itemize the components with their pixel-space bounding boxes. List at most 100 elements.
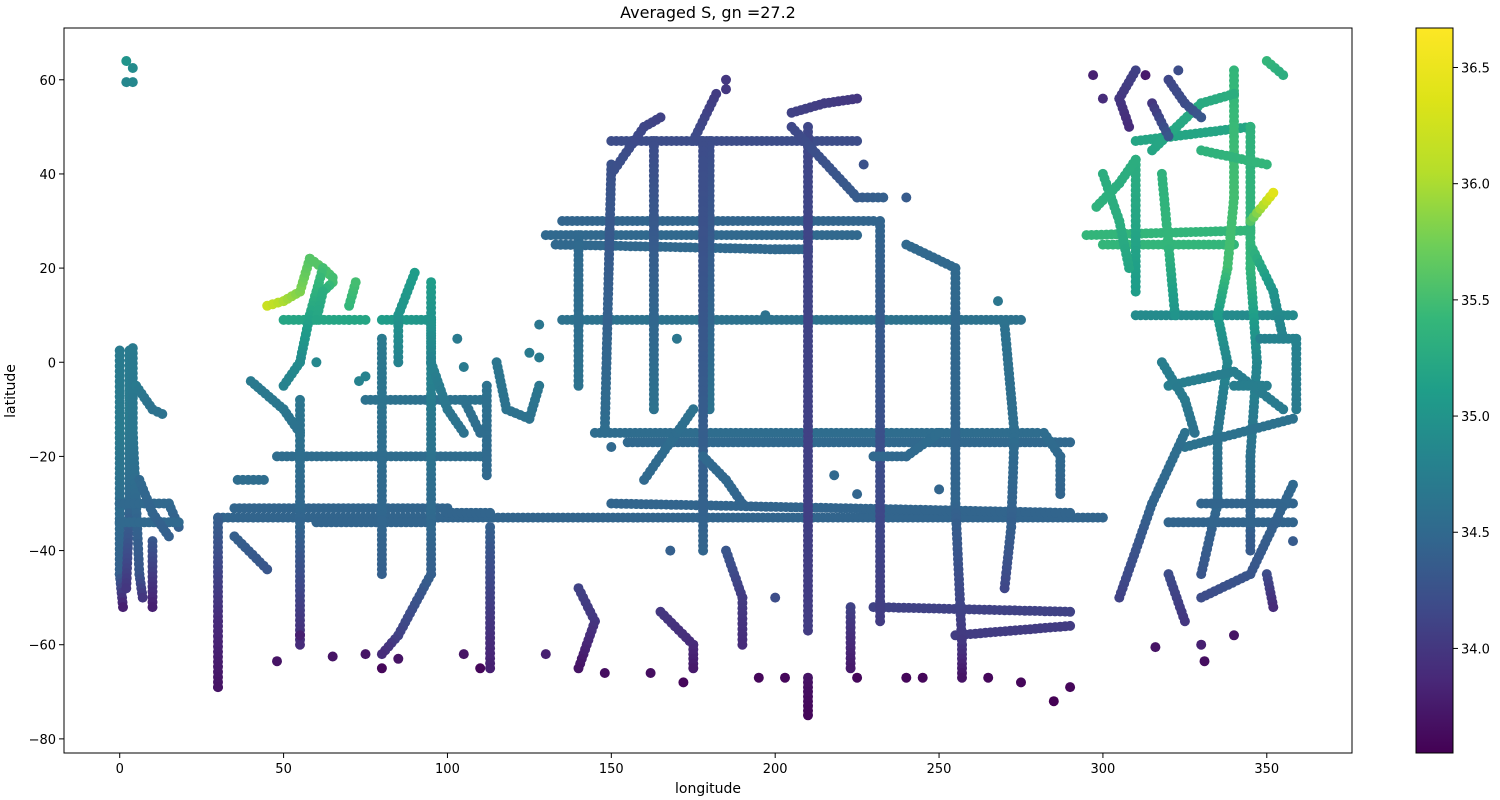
data-point [648, 404, 659, 415]
data-point [354, 376, 364, 387]
data-point [376, 649, 387, 660]
data-point [1173, 65, 1184, 76]
data-point [458, 649, 469, 660]
data-point [121, 56, 132, 66]
data-point [852, 230, 863, 241]
y-tick-label: 0 [48, 356, 56, 371]
colorbar-tick-label: 34.5 [1461, 526, 1490, 541]
data-point [458, 427, 469, 438]
data-point [1055, 489, 1066, 500]
data-point [540, 649, 551, 660]
data-point [524, 347, 535, 358]
data-point [137, 592, 148, 603]
data-point [458, 362, 469, 372]
data-point [360, 314, 371, 325]
data-point [118, 602, 128, 613]
data-point [1088, 70, 1099, 81]
data-point [1016, 314, 1026, 325]
data-point [737, 498, 748, 509]
data-point [1065, 606, 1076, 617]
data-point [1130, 286, 1141, 297]
data-point [127, 77, 138, 88]
data-point [1065, 507, 1076, 518]
x-tick-label: 350 [1254, 762, 1279, 777]
data-point [852, 136, 863, 146]
data-point [1291, 404, 1302, 415]
y-tick-label: −60 [29, 639, 56, 654]
data-point [295, 639, 305, 650]
data-point [999, 583, 1010, 594]
x-axis-label: longitude [675, 781, 741, 797]
chart-title: Averaged S, gn =27.2 [620, 3, 796, 22]
x-tick-label: 200 [763, 762, 788, 777]
data-point [213, 682, 223, 693]
x-tick-label: 250 [927, 762, 952, 777]
data-point [845, 663, 856, 674]
data-point [1124, 263, 1135, 274]
data-point [803, 625, 813, 636]
data-point [1065, 682, 1076, 693]
data-point [852, 672, 863, 683]
data-point [376, 663, 387, 674]
data-point [1196, 569, 1207, 580]
y-tick-label: −80 [29, 733, 56, 748]
data-point [393, 653, 404, 664]
data-point [485, 663, 496, 674]
data-point [698, 545, 709, 556]
data-point [1278, 404, 1289, 415]
data-point [127, 63, 138, 73]
data-point [875, 616, 886, 627]
data-point [376, 569, 387, 580]
data-point [258, 474, 269, 485]
data-point [534, 352, 545, 363]
data-point [121, 583, 132, 594]
y-tick-label: −40 [29, 545, 56, 560]
colorbar-tick-label: 36.0 [1461, 178, 1490, 193]
data-point [678, 677, 689, 688]
colorbar-ticks: 34.0 34.5 35.0 35.5 36.0 36.5 [1453, 62, 1490, 657]
data-point [452, 333, 463, 344]
data-point [983, 672, 994, 683]
data-point [737, 639, 748, 650]
data-point [1261, 159, 1272, 170]
data-point [1229, 88, 1239, 99]
y-tick-label: −20 [29, 450, 56, 465]
y-axis: −80 −60 −40 −20 0 20 40 60 [29, 74, 64, 748]
data-point [360, 649, 371, 660]
y-tick-label: 60 [39, 74, 56, 89]
data-point [311, 314, 322, 325]
data-point [852, 489, 863, 500]
data-point [1278, 333, 1289, 344]
data-point [295, 630, 305, 641]
scatter-points [114, 56, 1302, 721]
data-point [829, 470, 840, 481]
data-point [1288, 310, 1298, 321]
data-point [760, 310, 771, 321]
data-point [721, 74, 731, 85]
data-point [1097, 512, 1108, 523]
y-tick-label: 20 [39, 262, 56, 277]
x-axis: 0 50 100 150 200 250 300 350 [116, 753, 1279, 777]
data-point [573, 663, 584, 674]
colorbar-tick-label: 34.0 [1461, 642, 1490, 657]
colorbar [1415, 27, 1454, 754]
data-point [858, 159, 869, 170]
data-point [278, 380, 289, 391]
data-point [721, 84, 731, 95]
data-point [688, 663, 699, 674]
data-point [1288, 517, 1298, 528]
data-point [1065, 437, 1076, 448]
data-point [1130, 154, 1141, 165]
plot-frame [63, 27, 1353, 754]
y-axis-label: latitude [3, 364, 19, 418]
data-point [901, 672, 912, 683]
data-point [327, 651, 338, 662]
data-point [163, 531, 174, 542]
x-tick-label: 100 [435, 762, 460, 777]
data-point [485, 507, 496, 518]
data-point [957, 672, 967, 683]
data-point [1196, 592, 1207, 603]
data-point [599, 427, 610, 438]
data-point [311, 357, 322, 368]
